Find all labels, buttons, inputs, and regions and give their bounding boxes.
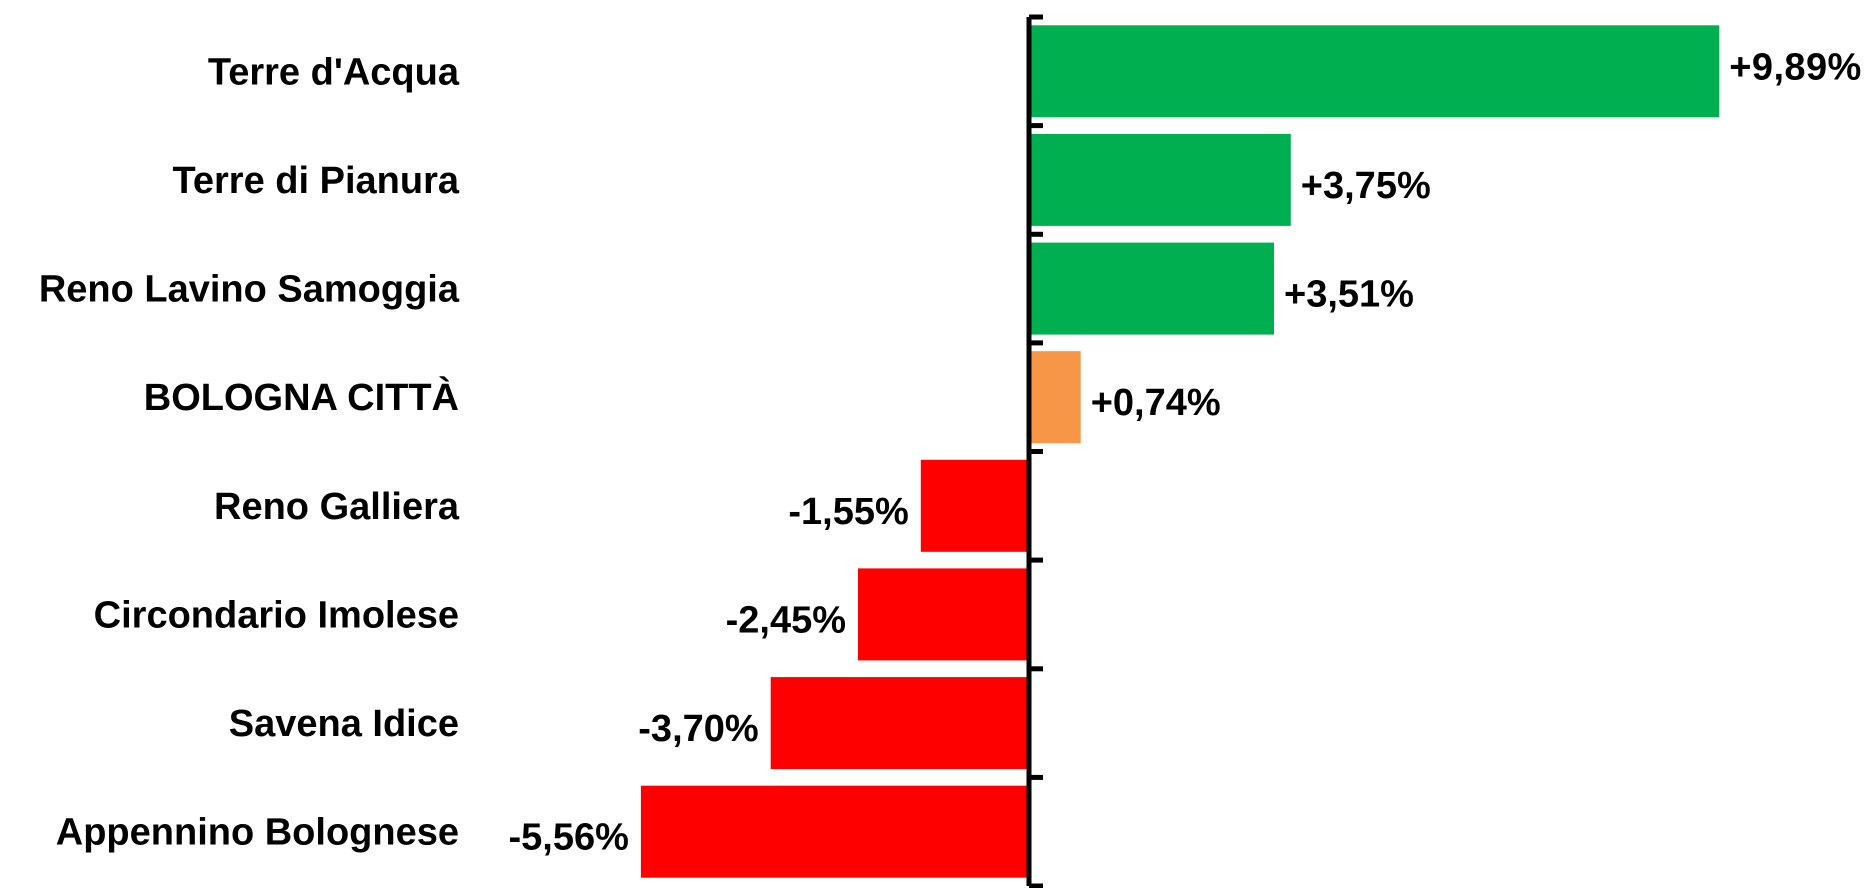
bar-bologna-citta: [1029, 351, 1081, 444]
bar-reno-lavino-samoggia: [1029, 242, 1274, 335]
category-label: Reno Galliera: [214, 486, 460, 528]
category-label: Savena Idice: [229, 703, 459, 745]
data-label: -2,45%: [726, 599, 846, 641]
bar-savena-idice: [770, 677, 1029, 770]
data-label: +3,51%: [1284, 274, 1414, 316]
data-label: +9,89%: [1729, 46, 1861, 88]
data-label: -3,70%: [638, 708, 758, 750]
bars-group: [640, 25, 1720, 878]
category-label: Terre d'Acqua: [208, 51, 460, 93]
value-labels-group: +9,89% +3,75% +3,51% +0,74% -1,55% -2,45% -3,7…: [508, 46, 1861, 858]
category-label: Reno Lavino Samoggia: [39, 269, 460, 311]
bar-appennino-bolognese: [640, 785, 1029, 878]
category-label: Terre di Pianura: [172, 160, 459, 202]
category-label: Circondario Imolese: [94, 594, 459, 636]
bar-terre-d-acqua: [1029, 25, 1720, 118]
bar-circondario-imolese: [858, 568, 1029, 661]
category-labels-group: Terre d'Acqua Terre di Pianura Reno Lavino…: [39, 51, 460, 853]
bar-reno-galliera: [920, 459, 1029, 552]
data-label: +0,74%: [1091, 382, 1221, 424]
vertical-axis: [1026, 14, 1043, 888]
data-label: -1,55%: [788, 491, 908, 533]
data-label: -5,56%: [508, 817, 628, 859]
bar-terre-di-pianura: [1029, 133, 1291, 226]
data-label: +3,75%: [1301, 165, 1431, 207]
category-label: BOLOGNA CITTÀ: [144, 375, 459, 419]
category-label: Appennino Bolognese: [56, 812, 459, 854]
